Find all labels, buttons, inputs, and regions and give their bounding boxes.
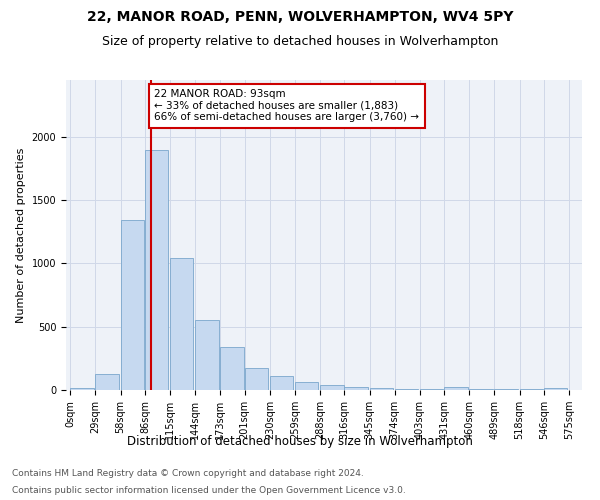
Bar [95,374,119,390]
Text: Contains HM Land Registry data © Crown copyright and database right 2024.: Contains HM Land Registry data © Crown c… [12,468,364,477]
Bar [170,258,193,390]
Text: Contains public sector information licensed under the Open Government Licence v3: Contains public sector information licen… [12,486,406,495]
Bar [245,368,268,390]
Text: 22, MANOR ROAD, PENN, WOLVERHAMPTON, WV4 5PY: 22, MANOR ROAD, PENN, WOLVERHAMPTON, WV4… [87,10,513,24]
Bar [320,385,344,390]
Bar [145,150,169,390]
Text: Distribution of detached houses by size in Wolverhampton: Distribution of detached houses by size … [127,435,473,448]
Bar [70,388,94,390]
Bar [370,388,393,390]
Bar [444,388,467,390]
Bar [295,382,319,390]
Bar [121,220,144,390]
Bar [195,320,218,390]
Text: Size of property relative to detached houses in Wolverhampton: Size of property relative to detached ho… [102,35,498,48]
Bar [270,376,293,390]
Text: 22 MANOR ROAD: 93sqm
← 33% of detached houses are smaller (1,883)
66% of semi-de: 22 MANOR ROAD: 93sqm ← 33% of detached h… [154,90,419,122]
Bar [344,387,368,390]
Y-axis label: Number of detached properties: Number of detached properties [16,148,26,322]
Bar [220,347,244,390]
Bar [544,388,567,390]
